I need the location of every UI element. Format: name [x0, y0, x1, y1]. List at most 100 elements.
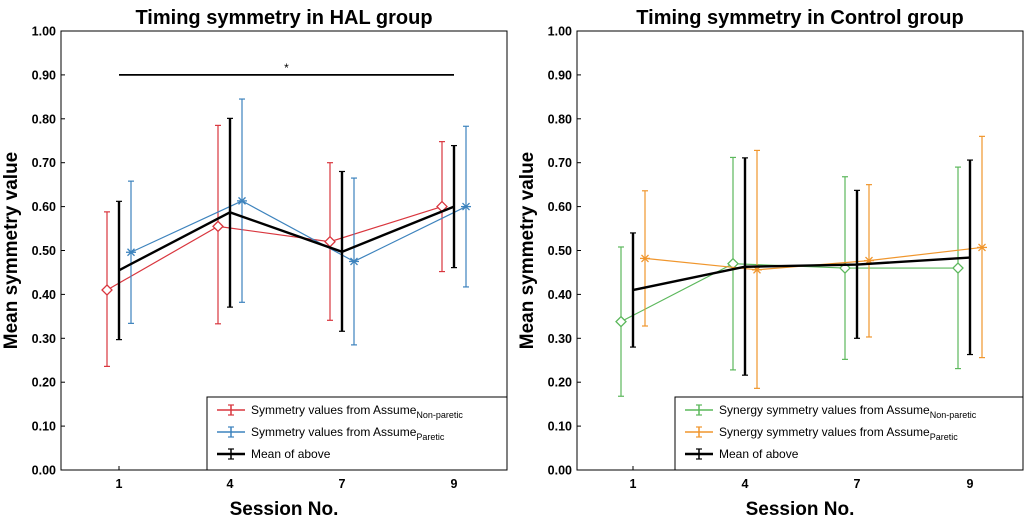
y-tick-label: 0.00	[548, 464, 572, 478]
significance-star: *	[284, 61, 289, 75]
legend-item: Mean of above	[217, 447, 331, 461]
y-tick-label: 0.30	[32, 332, 56, 346]
data-point-asterisk	[126, 248, 136, 257]
series-2	[640, 135, 987, 389]
y-tick-label: 0.20	[548, 376, 572, 390]
legend: Symmetry values from AssumeNon-pareticSy…	[206, 396, 508, 471]
x-tick-label: 9	[451, 477, 458, 491]
x-tick-label: 4	[227, 477, 234, 491]
legend-label-subscript: Non-paretic	[930, 410, 977, 420]
legend: Synergy symmetry values from AssumeNon-p…	[674, 396, 1024, 471]
data-point-diamond	[212, 220, 224, 233]
legend-label-main: Symmetry values from Assume	[251, 403, 417, 417]
y-tick-label: 0.50	[548, 244, 572, 258]
legend-item: Synergy symmetry values from AssumeParet…	[685, 425, 958, 442]
legend-label-main: Mean of above	[719, 447, 799, 461]
y-tick-label: 0.40	[548, 288, 572, 302]
y-axis-label: Mean symmetry value	[517, 152, 538, 350]
y-tick-label: 0.90	[548, 68, 572, 82]
asterisk-stroke	[127, 248, 135, 257]
legend-label: Mean of above	[251, 447, 331, 461]
data-point-diamond	[101, 284, 113, 296]
data-point-diamond	[952, 262, 964, 274]
y-tick-label: 0.30	[548, 332, 572, 346]
series-line	[632, 256, 971, 292]
legend-label: Symmetry values from AssumeParetic	[251, 425, 445, 442]
legend-label-main: Synergy symmetry values from Assume	[719, 403, 930, 417]
y-tick-label: 0.90	[32, 68, 56, 82]
x-axis-label: Session No.	[230, 499, 339, 520]
y-tick-label: 1.00	[32, 25, 56, 39]
y-tick-label: 0.20	[32, 376, 56, 390]
legend-label: Symmetry values from AssumeNon-paretic	[251, 403, 463, 420]
data-point-asterisk	[349, 257, 359, 266]
legend-label: Synergy symmetry values from AssumeParet…	[719, 425, 958, 442]
legend-label: Synergy symmetry values from AssumeNon-p…	[719, 403, 977, 420]
asterisk-stroke	[350, 257, 358, 266]
y-tick-label: 1.00	[548, 25, 572, 39]
x-tick-label: 1	[116, 477, 123, 491]
series-line	[106, 206, 443, 291]
error-bar	[630, 232, 636, 348]
series-3	[630, 157, 973, 376]
series-line	[130, 200, 467, 263]
legend-item: Mean of above	[685, 447, 799, 461]
error-bar	[854, 189, 860, 339]
y-tick-label: 0.60	[548, 200, 572, 214]
legend-item: Symmetry values from AssumeParetic	[217, 425, 445, 442]
x-tick-label: 9	[967, 477, 974, 491]
x-tick-label: 7	[854, 477, 861, 491]
error-bar	[742, 157, 748, 376]
legend-box	[206, 396, 508, 471]
error-bar	[116, 200, 122, 341]
y-tick-label: 0.10	[548, 420, 572, 434]
data-point-asterisk	[461, 202, 471, 211]
chart-title: Timing symmetry in HAL group	[135, 7, 432, 29]
y-axis-label: Mean symmetry value	[1, 152, 22, 350]
x-axis-label: Session No.	[746, 499, 855, 520]
series-line	[118, 205, 455, 272]
asterisk-stroke	[462, 202, 470, 211]
legend-label: Mean of above	[719, 447, 799, 461]
series-line	[620, 263, 958, 323]
legend-box	[674, 396, 1024, 471]
error-bar	[227, 117, 233, 308]
data-point-diamond	[615, 315, 627, 328]
x-tick-label: 4	[742, 477, 749, 491]
x-tick-label: 7	[339, 477, 346, 491]
y-tick-label: 0.70	[548, 156, 572, 170]
chart-title: Timing symmetry in Control group	[636, 7, 963, 29]
chart-panel-2: Timing symmetry in Control group 0.00 0.10…	[517, 7, 1024, 520]
data-point-asterisk	[977, 243, 987, 252]
legend-label-subscript: Non-paretic	[416, 410, 463, 420]
series-2	[126, 98, 471, 346]
y-tick-label: 0.60	[32, 200, 56, 214]
legend-label-main: Mean of above	[251, 447, 331, 461]
x-tick-label: 1	[630, 477, 637, 491]
asterisk-stroke	[641, 254, 649, 263]
error-bar	[967, 159, 973, 356]
legend-label-main: Symmetry values from Assume	[251, 425, 417, 439]
legend-item: Synergy symmetry values from AssumeNon-p…	[685, 403, 977, 420]
y-tick-label: 0.80	[32, 112, 56, 126]
legend-label-subscript: Paretic	[930, 432, 959, 442]
y-tick-label: 0.00	[32, 464, 56, 478]
legend-item: Symmetry values from AssumeNon-paretic	[217, 403, 463, 420]
series-3	[116, 117, 457, 341]
asterisk-stroke	[978, 243, 986, 252]
series-1	[101, 124, 448, 367]
legend-label-main: Synergy symmetry values from Assume	[719, 425, 930, 439]
y-tick-label: 0.40	[32, 288, 56, 302]
data-point-asterisk	[237, 196, 247, 205]
error-bar	[451, 144, 457, 269]
y-tick-label: 0.50	[32, 244, 56, 258]
data-point-asterisk	[640, 254, 650, 263]
asterisk-stroke	[238, 196, 246, 205]
chart-panel-1: Timing symmetry in HAL group 0.00 0.10 0.20…	[1, 7, 508, 520]
error-bar	[339, 170, 345, 332]
legend-label-subscript: Paretic	[416, 432, 445, 442]
y-tick-label: 0.80	[548, 112, 572, 126]
y-tick-label: 0.10	[32, 420, 56, 434]
y-tick-label: 0.70	[32, 156, 56, 170]
